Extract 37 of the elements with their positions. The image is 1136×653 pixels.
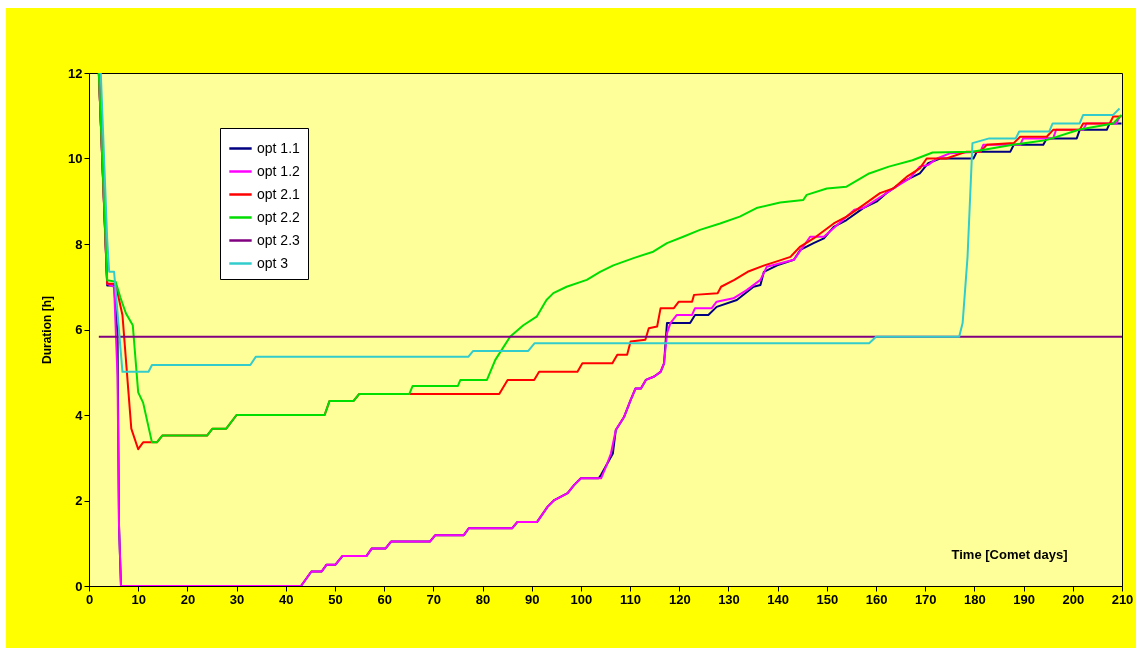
y-tick-label: 10 — [68, 151, 83, 166]
x-tick-label: 40 — [279, 591, 294, 607]
x-tick-label: 100 — [570, 591, 593, 607]
x-tick-label: 130 — [718, 591, 740, 607]
x-tick-label: 80 — [475, 591, 491, 607]
x-tick-label: 150 — [816, 591, 839, 607]
x-tick-label: 120 — [668, 591, 691, 607]
y-tick-label: 8 — [75, 236, 83, 252]
x-tick-label: 170 — [914, 591, 937, 607]
x-tick-label: 90 — [524, 591, 540, 607]
y-tick-label: 2 — [75, 493, 83, 508]
x-tick-label: 0 — [85, 591, 94, 607]
y-tick-label: 6 — [75, 322, 83, 337]
x-tick-label: 140 — [767, 591, 790, 607]
x-tick-label: 60 — [377, 591, 392, 607]
x-tick-label: 30 — [229, 591, 245, 607]
x-tick-label: 20 — [180, 591, 196, 607]
legend-label: opt 2.2 — [257, 208, 301, 225]
x-tick-label: 190 — [1013, 591, 1035, 607]
legend-label: opt 2.1 — [257, 185, 301, 202]
x-tick-label: 160 — [865, 591, 888, 607]
x-tick-label: 200 — [1062, 591, 1085, 607]
x-axis-title: Time [Comet days] — [951, 546, 1068, 562]
y-tick-label: 4 — [75, 407, 84, 423]
x-tick-label: 210 — [1111, 591, 1134, 607]
legend-label: opt 2.3 — [257, 231, 301, 248]
legend-label: opt 1.2 — [257, 162, 301, 179]
x-tick-label: 70 — [426, 591, 442, 607]
y-axis-title: Duration [h] — [40, 296, 55, 364]
y-tick-label: 12 — [68, 65, 83, 81]
x-tick-label: 50 — [328, 591, 343, 607]
x-tick-label: 110 — [620, 591, 642, 607]
x-tick-label: 10 — [131, 591, 146, 607]
y-tick-label: 0 — [75, 578, 83, 594]
legend-label: opt 3 — [257, 254, 289, 271]
legend-label: opt 1.1 — [257, 139, 301, 156]
x-tick-label: 180 — [964, 591, 986, 607]
